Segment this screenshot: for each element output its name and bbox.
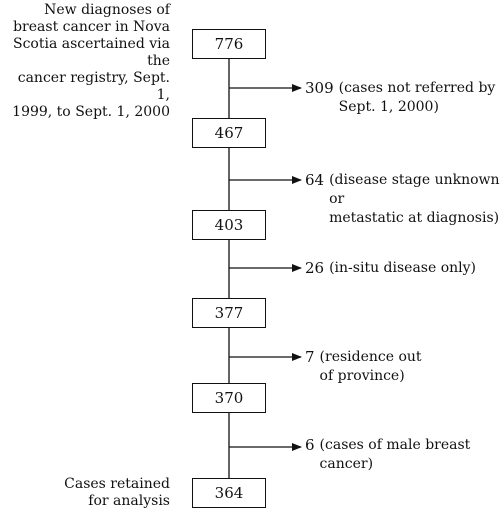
exclusion-note-1: 309 (cases not referred by Sept. 1, 2000… [305,79,495,117]
exclusion-reason: (cases not referred by Sept. 1, 2000) [338,80,496,115]
count-box-3: 403 [192,210,266,240]
count-box-1: 776 [192,29,266,59]
exclusion-reason: (cases of male breast cancer) [319,437,471,472]
exclusion-count: 26 [305,259,325,277]
exclusion-count: 6 [305,436,315,454]
exclusion-reason: (disease stage unknown or metastatic at … [329,172,500,226]
exclusion-note-5: 6 (cases of male breast cancer) [305,436,470,474]
count-box-6: 364 [192,478,266,508]
exclusion-note-3: 26 (in-situ disease only) [305,259,476,278]
exclusion-note-4: 7 (residence out of province) [305,348,422,386]
exclusion-count: 7 [305,348,315,366]
count-box-5: 370 [192,383,266,413]
final-label: Cases retained for analysis [64,476,170,509]
exclusion-count: 64 [305,171,325,189]
exclusion-reason: (in-situ disease only) [329,260,477,276]
exclusion-note-2: 64 (disease stage unknown or metastatic … [305,171,500,228]
source-label: New diagnoses of breast cancer in Nova S… [12,2,170,120]
count-box-4: 377 [192,298,266,328]
exclusion-count: 309 [305,79,334,97]
count-box-2: 467 [192,118,266,148]
exclusion-reason: (residence out of province) [319,349,422,384]
